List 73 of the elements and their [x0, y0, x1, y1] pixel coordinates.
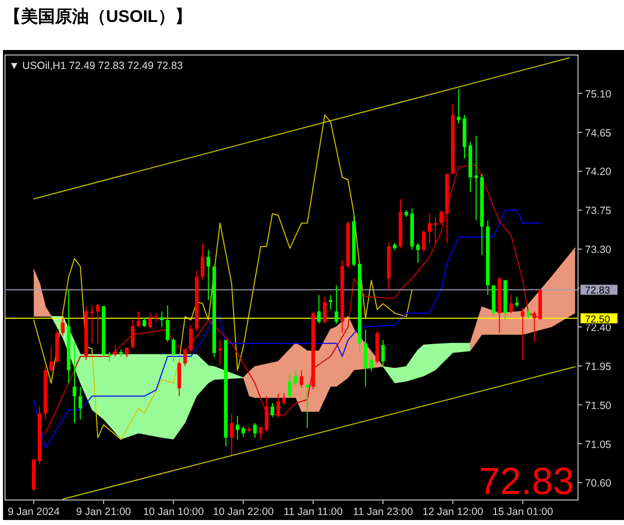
- ref-line-label: 72.83: [585, 286, 610, 297]
- candlestick: [532, 310, 536, 342]
- candlestick: [264, 396, 268, 432]
- candlestick: [96, 303, 100, 344]
- y-tick-label: 71.50: [585, 400, 612, 412]
- candlestick: [148, 312, 152, 330]
- x-tick-label: 15 Jan 01:00: [492, 506, 554, 518]
- y-tick-label: 73.30: [585, 244, 612, 256]
- candlestick: [322, 296, 327, 324]
- candlestick: [509, 294, 513, 314]
- candlestick: [166, 304, 170, 342]
- candlestick: [317, 294, 321, 324]
- candlestick: [422, 230, 426, 252]
- candlestick: [154, 312, 158, 324]
- y-tick-label: 74.20: [585, 166, 612, 178]
- candlestick: [130, 320, 134, 350]
- candlestick: [242, 426, 246, 438]
- candlestick: [328, 294, 332, 310]
- candlestick: [306, 382, 310, 429]
- line-series: [33, 210, 541, 449]
- y-tick-label: 70.60: [585, 478, 612, 490]
- candlestick: [90, 304, 94, 344]
- candlestick: [172, 338, 176, 362]
- candlestick: [136, 310, 140, 328]
- candlestick: [113, 344, 118, 357]
- candlestick: [258, 426, 263, 440]
- y-tick-label: 75.10: [585, 88, 612, 100]
- candlestick: [381, 339, 385, 368]
- candlestick: [253, 422, 257, 438]
- candlestick: [78, 386, 82, 420]
- candlestick: [189, 324, 193, 354]
- candlestick: [520, 307, 524, 360]
- x-tick-label: 9 Jan 2024: [8, 506, 60, 518]
- y-tick-label: 74.65: [585, 127, 612, 140]
- candlestick: [334, 284, 338, 324]
- x-tick-label: 11 Jan 11:00: [284, 506, 343, 518]
- candlestick: [230, 412, 234, 456]
- candlestick: [125, 347, 129, 358]
- candlestick: [282, 393, 286, 406]
- y-tick-label: 73.75: [585, 205, 612, 218]
- candlestick: [474, 135, 478, 222]
- candlestick: [218, 339, 222, 366]
- x-tick-label: 10 Jan 22:00: [212, 506, 274, 518]
- x-tick-label: 12 Jan 12:00: [422, 506, 484, 518]
- candlestick: [270, 402, 274, 418]
- candlestick: [416, 242, 420, 264]
- annotation: ▼ USOil,H1 72.49 72.83 72.49 72.83: [9, 60, 183, 72]
- candlestick: [300, 370, 304, 388]
- candlestick: [72, 341, 76, 424]
- chart-title: 【美国原油（USOIL）】: [4, 7, 192, 26]
- candlestick: [370, 352, 374, 372]
- candlestick: [288, 372, 292, 398]
- x-tick-label: 11 Jan 23:00: [353, 506, 414, 518]
- candlestick: [434, 216, 438, 244]
- annotation: 72.83: [478, 461, 574, 503]
- candlestick: [428, 213, 432, 244]
- candlestick: [236, 416, 240, 440]
- candlestick: [439, 210, 444, 226]
- x-tick-label: 9 Jan 21:00: [76, 506, 132, 518]
- candlestick: [515, 296, 519, 308]
- candlestick: [61, 318, 65, 336]
- x-tick-label: 10 Jan 10:00: [143, 506, 204, 518]
- candlestick: [456, 88, 460, 124]
- candlestick: [276, 393, 280, 418]
- y-tick-label: 71.05: [585, 438, 612, 451]
- candlestick: [206, 249, 210, 301]
- candlestick: [160, 310, 164, 328]
- y-tick-label: 71.95: [585, 360, 612, 373]
- candlestick: [183, 348, 187, 366]
- candlestick: [200, 243, 204, 280]
- candlestick: [49, 346, 54, 372]
- line-series: [44, 164, 541, 434]
- candlestick: [294, 370, 298, 386]
